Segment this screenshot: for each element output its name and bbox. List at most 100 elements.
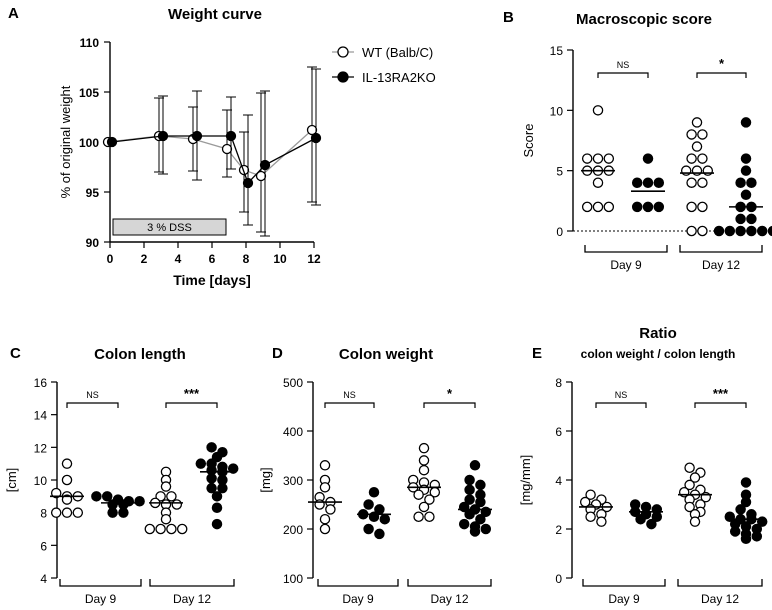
group-label: Day 12 bbox=[173, 592, 211, 606]
wt-data-point bbox=[72, 507, 84, 518]
wt-data-point bbox=[413, 489, 424, 500]
wt-data-point bbox=[418, 501, 430, 513]
y-axis-label: % of original weight bbox=[58, 85, 73, 198]
wt-data-point bbox=[166, 491, 177, 502]
ko-data-point bbox=[363, 523, 374, 535]
legend-marker bbox=[337, 46, 349, 58]
ko-data-point bbox=[157, 130, 169, 142]
colon-length-title: Colon length bbox=[94, 346, 186, 363]
wt-data-point bbox=[592, 105, 604, 116]
ko-data-point bbox=[469, 526, 481, 537]
wt-data-point bbox=[697, 225, 708, 237]
wt-data-point bbox=[50, 487, 62, 499]
ko-data-point bbox=[653, 201, 665, 213]
legend-label-ko: IL-13RA2KO bbox=[362, 70, 436, 85]
ko-data-point bbox=[740, 153, 752, 164]
wt-data-point bbox=[160, 481, 172, 492]
ko-data-point bbox=[91, 491, 102, 502]
wt-data-point bbox=[596, 516, 607, 527]
wt-data-point bbox=[702, 165, 714, 176]
wt-data-point bbox=[424, 511, 435, 523]
group-bracket bbox=[679, 245, 763, 253]
significance-bracket bbox=[595, 402, 647, 408]
ko-data-point bbox=[475, 496, 486, 508]
ko-data-point bbox=[751, 531, 763, 542]
wt-data-point bbox=[61, 458, 73, 469]
wt-data-point bbox=[689, 472, 701, 483]
significance-label: * bbox=[447, 386, 453, 401]
wt-data-point bbox=[171, 499, 183, 510]
ko-data-point bbox=[118, 507, 129, 518]
wt-data-point bbox=[418, 442, 430, 454]
y-tick-label: 6 bbox=[40, 539, 47, 553]
x-tick-label: 2 bbox=[141, 252, 148, 266]
ko-data-point bbox=[106, 136, 118, 148]
weight-curve-title: Weight curve bbox=[168, 6, 262, 23]
wt-data-point bbox=[691, 141, 703, 152]
macroscopic-score-plot: 0 5 10 15 Score NS * Day 9 Day 12 bbox=[521, 44, 772, 272]
significance-label: NS bbox=[617, 60, 630, 70]
wt-data-point bbox=[221, 143, 233, 155]
ko-data-point bbox=[363, 499, 374, 510]
ko-data-point bbox=[195, 458, 207, 469]
group-bracket bbox=[59, 579, 142, 587]
wt-series-line bbox=[107, 129, 313, 177]
ko-data-point bbox=[729, 526, 741, 537]
significance-bracket bbox=[694, 402, 747, 408]
y-tick-label: 300 bbox=[283, 474, 303, 488]
ratio-title: Ratio bbox=[639, 325, 677, 342]
y-tick-label: 14 bbox=[34, 409, 48, 423]
ko-series-line bbox=[111, 135, 317, 185]
ko-data-point bbox=[642, 177, 654, 188]
group-label: Day 12 bbox=[701, 592, 739, 606]
wt-data-point bbox=[176, 523, 188, 535]
ko-data-point bbox=[642, 153, 654, 164]
group-label: Day 9 bbox=[342, 592, 374, 606]
wt-data-point bbox=[319, 460, 331, 471]
ko-data-point bbox=[631, 201, 643, 213]
significance-label: *** bbox=[713, 386, 729, 401]
wt-data-point bbox=[413, 511, 424, 523]
ko-data-point bbox=[653, 177, 665, 188]
panel-letter-c: C bbox=[10, 345, 21, 362]
ko-data-point bbox=[464, 474, 475, 486]
wt-data-point bbox=[592, 177, 604, 188]
ko-data-point bbox=[458, 518, 470, 530]
y-tick-label: 6 bbox=[555, 425, 562, 439]
ko-data-point bbox=[740, 533, 752, 545]
group-label: Day 9 bbox=[610, 258, 642, 272]
ko-data-point bbox=[227, 463, 239, 474]
colon-weight-title: Colon weight bbox=[339, 346, 433, 363]
ko-data-point bbox=[464, 509, 475, 520]
ko-data-point bbox=[374, 528, 385, 540]
y-tick-label: 4 bbox=[40, 572, 47, 586]
ko-data-point bbox=[724, 225, 736, 237]
wt-data-point bbox=[418, 455, 430, 466]
colon-weight-plot: 100 200 300 400 500 [mg] NS * Day 9 Day 12 bbox=[258, 376, 492, 606]
y-tick-label: 100 bbox=[79, 136, 99, 150]
ko-data-point bbox=[379, 513, 391, 525]
wt-data-point bbox=[144, 523, 156, 535]
wt-data-point bbox=[697, 129, 708, 140]
y-tick-label: 105 bbox=[79, 86, 99, 100]
y-tick-label: 8 bbox=[40, 507, 47, 521]
legend-marker bbox=[337, 71, 349, 83]
group-bracket bbox=[407, 579, 492, 587]
x-tick-label: 6 bbox=[209, 252, 216, 266]
ko-data-point bbox=[767, 225, 772, 237]
ko-data-point bbox=[480, 523, 492, 535]
y-tick-label: 10 bbox=[550, 104, 564, 118]
wt-data-point bbox=[684, 501, 695, 513]
significance-bracket bbox=[66, 402, 119, 408]
ratio-subtitle: colon weight / colon length bbox=[581, 347, 736, 361]
wt-data-point bbox=[50, 507, 62, 518]
x-tick-label: 12 bbox=[307, 252, 321, 266]
wt-data-point bbox=[603, 201, 615, 213]
ko-data-point bbox=[211, 502, 223, 514]
y-tick-label: 16 bbox=[34, 376, 48, 390]
wt-data-point bbox=[585, 511, 596, 523]
ko-data-point bbox=[464, 484, 475, 496]
significance-label: NS bbox=[86, 390, 99, 400]
ko-data-point bbox=[469, 460, 481, 471]
wt-data-point bbox=[585, 489, 596, 500]
